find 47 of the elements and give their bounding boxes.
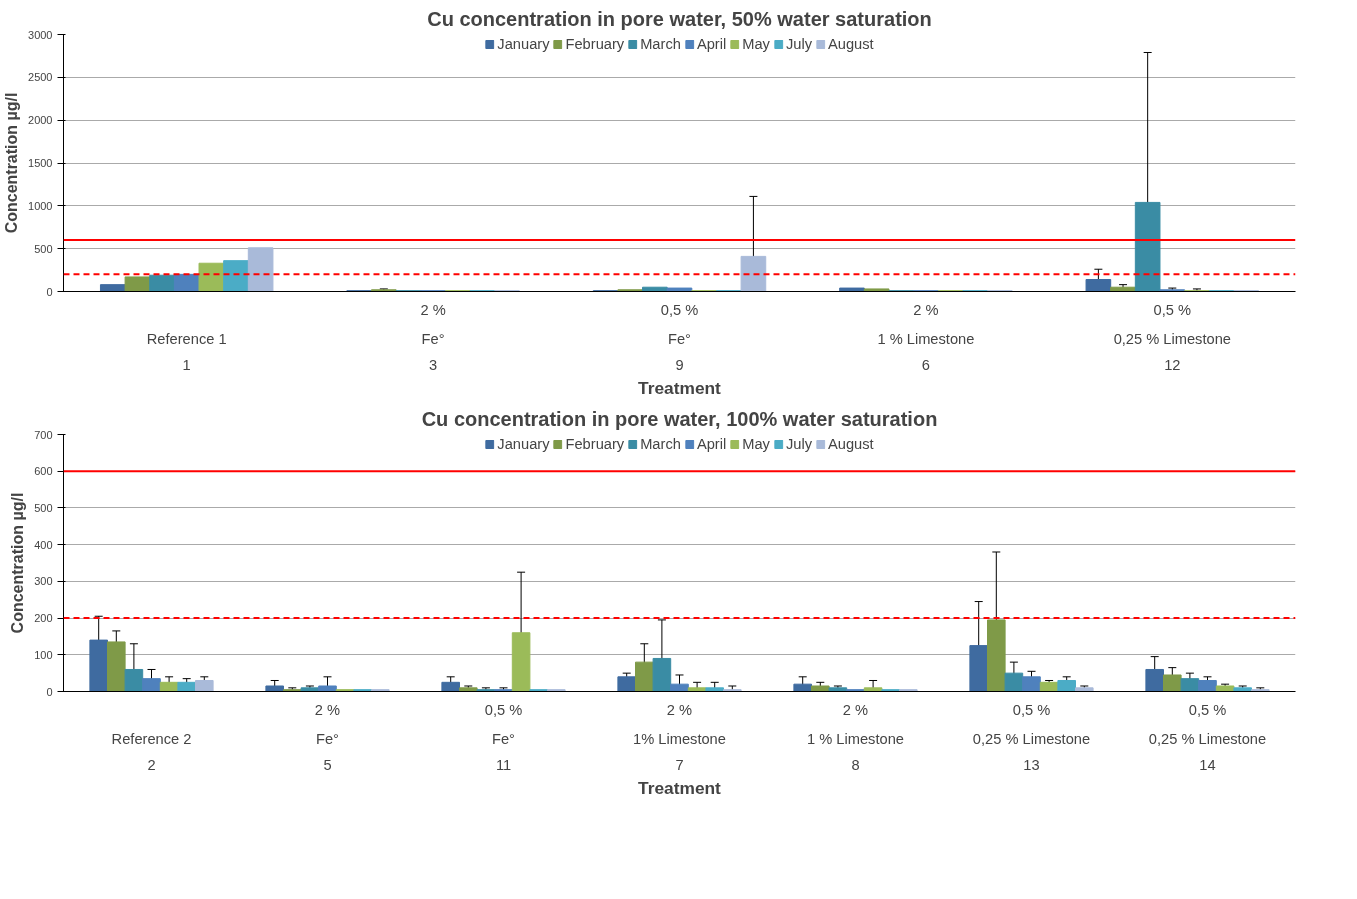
legend-label: April <box>696 436 727 452</box>
legend-label: February <box>565 436 625 452</box>
y-tick-label: 700 <box>34 428 53 441</box>
legend-label: May <box>742 36 770 52</box>
y-tick-label: 300 <box>34 575 53 588</box>
y-tick-label: 2500 <box>28 71 53 84</box>
category-label: 0,5 % Fe° 11 <box>484 701 523 773</box>
y-axis-title: Concentration µg/l <box>3 92 21 234</box>
y-tick-label: 3000 <box>28 28 53 41</box>
y-tick-label: 1000 <box>28 199 53 212</box>
category-label: 0,5 % 0,25 % Limestone 12 <box>1113 301 1231 373</box>
y-tick-label: 0 <box>46 685 53 698</box>
y-tick-label: 0 <box>46 285 53 298</box>
y-tick-label: 400 <box>34 538 53 551</box>
y-tick-label: 600 <box>34 465 53 478</box>
legend-label: August <box>828 36 874 52</box>
y-tick-label: 500 <box>34 501 53 514</box>
y-tick-label: 500 <box>34 242 53 255</box>
legend-label: May <box>742 436 770 452</box>
chart-title: Cu concentration in pore water, 50% water saturation <box>427 7 932 30</box>
category-label: 2 % 1 % Limestone 6 <box>877 301 975 373</box>
legend-label: February <box>565 36 625 52</box>
x-axis-title: Treatment <box>638 377 722 398</box>
category-label: 2 % 1% Limestone 7 <box>633 701 726 773</box>
y-tick-label: 100 <box>34 648 53 661</box>
category-label: 2 % Fe° 5 <box>314 701 341 773</box>
category-label: 0,5 % 0,25 % Limestone 14 <box>1148 701 1267 773</box>
y-tick-label: 1500 <box>28 157 53 169</box>
legend-label: January <box>497 436 550 452</box>
legend-label: January <box>497 36 550 52</box>
legend-label: March <box>640 36 681 52</box>
legend-label: April <box>696 36 727 52</box>
legend-label: July <box>785 36 813 52</box>
y-tick-label: 2000 <box>28 114 53 127</box>
category-label: Reference 1 1 <box>146 330 227 373</box>
legend-label: March <box>640 436 681 452</box>
category-label: 0,5 % 0,25 % Limestone 13 <box>972 701 1091 773</box>
legend-label: July <box>785 436 813 452</box>
y-axis-title: Concentration µg/l <box>9 492 27 634</box>
legend-label: August <box>828 436 874 452</box>
category-label: 2 % 1 % Limestone 8 <box>807 701 904 773</box>
chart-title: Cu concentration in pore water, 100% water saturation <box>421 407 938 430</box>
x-axis-title: Treatment <box>638 777 722 798</box>
y-tick-label: 200 <box>34 612 53 625</box>
category-label: Reference 2 2 <box>111 730 192 773</box>
category-label: 2 % Fe° 3 <box>420 301 446 373</box>
category-label: 0,5 % Fe° 9 <box>660 301 699 373</box>
